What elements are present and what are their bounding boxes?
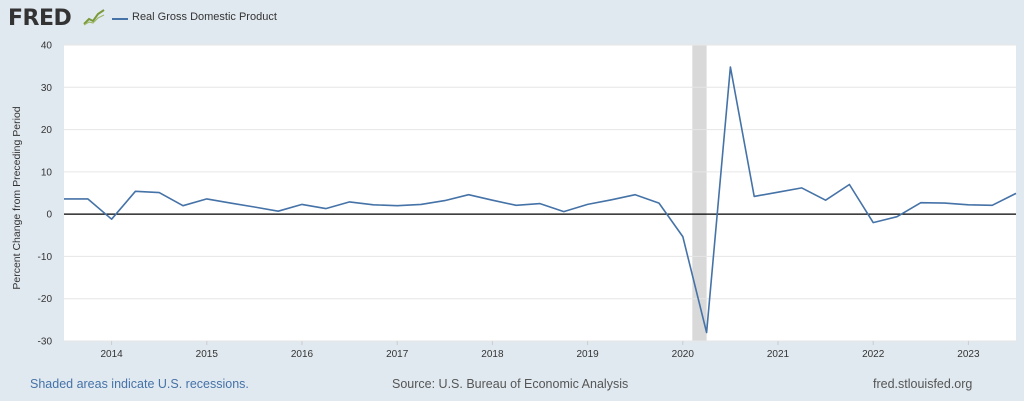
data-point[interactable] [490, 198, 495, 203]
data-point[interactable] [157, 190, 162, 195]
x-tick-label: 2020 [672, 349, 695, 360]
data-point[interactable] [419, 202, 424, 207]
y-tick-label: 20 [41, 125, 53, 136]
recession-band [692, 45, 707, 341]
source-link[interactable]: fred.stlouisfed.org [873, 377, 973, 391]
data-point[interactable] [1014, 191, 1019, 196]
y-axis-ticks: 40 30 20 10 0 -10 -20 -30 [38, 41, 53, 348]
x-tick-label: 2016 [291, 349, 314, 360]
series-line[interactable] [64, 66, 1017, 334]
x-tick-label: 2023 [957, 349, 980, 360]
data-point[interactable] [300, 202, 305, 207]
data-point[interactable] [633, 192, 638, 197]
data-point[interactable] [228, 201, 233, 206]
data-point[interactable] [823, 198, 828, 203]
data-point[interactable] [942, 201, 947, 206]
data-point[interactable] [181, 203, 186, 208]
grid-lines [64, 44, 1016, 342]
data-point[interactable] [252, 204, 257, 209]
recession-note: Shaded areas indicate U.S. recessions. [30, 377, 249, 391]
x-tick-label: 2015 [196, 349, 219, 360]
y-tick-label: 30 [41, 83, 53, 94]
recession-shading [692, 45, 707, 341]
data-point[interactable] [109, 217, 114, 222]
data-point[interactable] [538, 201, 543, 206]
data-point[interactable] [657, 201, 662, 206]
data-point[interactable] [276, 209, 281, 214]
y-tick-label: 40 [41, 41, 53, 52]
x-tick-label: 2017 [386, 349, 409, 360]
y-tick-label: -10 [38, 252, 53, 263]
chart-header: FRED Real Gross Domestic Product [0, 0, 1024, 38]
data-point[interactable] [133, 189, 138, 194]
chart-line-icon [83, 9, 105, 26]
data-point[interactable] [680, 234, 685, 239]
data-point[interactable] [395, 203, 400, 208]
data-point[interactable] [204, 196, 209, 201]
data-point[interactable] [799, 185, 804, 190]
fred-logo[interactable]: FRED [8, 6, 72, 31]
x-axis-ticks: 2014 2015 2016 2017 2018 2019 2020 2021 2022 2023 [100, 341, 980, 360]
x-tick-label: 2021 [767, 349, 790, 360]
data-point[interactable] [514, 203, 519, 208]
data-point[interactable] [323, 206, 328, 211]
legend-swatch [112, 18, 128, 20]
data-point[interactable] [85, 196, 90, 201]
data-point[interactable] [609, 197, 614, 202]
data-point[interactable] [871, 220, 876, 225]
x-tick-label: 2018 [481, 349, 504, 360]
y-tick-label: 0 [46, 210, 52, 221]
source-note: Source: U.S. Bureau of Economic Analysis [392, 377, 629, 391]
y-tick-label: -20 [38, 294, 53, 305]
legend-label: Real Gross Domestic Product [132, 11, 277, 23]
data-point[interactable] [966, 202, 971, 207]
y-tick-label: -30 [38, 337, 53, 348]
data-point[interactable] [466, 192, 471, 197]
data-point[interactable] [704, 330, 709, 335]
data-point[interactable] [752, 194, 757, 199]
data-point[interactable] [347, 199, 352, 204]
y-tick-label: 10 [41, 167, 53, 178]
x-tick-label: 2019 [576, 349, 599, 360]
data-point[interactable] [895, 214, 900, 219]
x-tick-label: 2014 [100, 349, 123, 360]
plot-area [64, 45, 1016, 341]
series-layer [62, 64, 1019, 335]
data-point[interactable] [847, 182, 852, 187]
data-point[interactable] [585, 202, 590, 207]
data-point[interactable] [990, 203, 995, 208]
data-point[interactable] [776, 190, 781, 195]
data-point[interactable] [62, 196, 67, 201]
data-point[interactable] [561, 209, 566, 214]
x-tick-label: 2022 [862, 349, 885, 360]
data-point[interactable] [371, 202, 376, 207]
data-point[interactable] [728, 64, 733, 69]
data-point[interactable] [918, 200, 923, 205]
data-point[interactable] [442, 198, 447, 203]
y-axis-label: Percent Change from Preceding Period [11, 106, 23, 289]
